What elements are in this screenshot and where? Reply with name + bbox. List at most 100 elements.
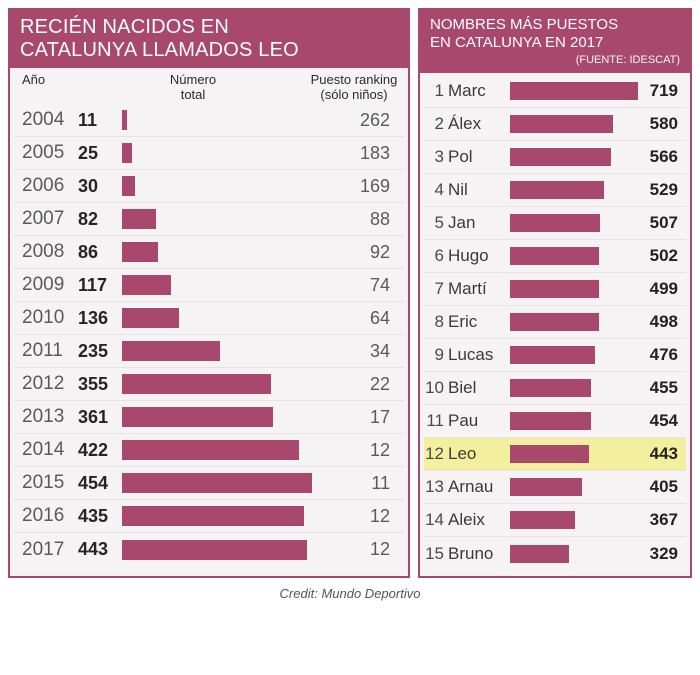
rank-index: 12 — [424, 444, 446, 464]
year-cell: 2011 — [14, 340, 78, 362]
col-rank: Puesto ranking (sólo niños) — [306, 72, 402, 102]
right-source: (FUENTE: IDESCAT) — [430, 54, 680, 67]
bar-cell — [120, 209, 332, 229]
ranking-row: 14Aleix367 — [424, 504, 686, 537]
year-cell: 2008 — [14, 241, 78, 263]
total-cell: 422 — [78, 440, 120, 461]
col-year: Año — [16, 72, 80, 102]
bar-cell — [120, 341, 332, 361]
bar — [510, 313, 599, 331]
bar — [122, 407, 273, 427]
bar — [122, 143, 132, 163]
total-cell: 435 — [78, 506, 120, 527]
rank-cell: 12 — [332, 539, 404, 560]
ranking-row: 4Nil529 — [424, 174, 686, 207]
bar-cell — [506, 346, 642, 364]
value-cell: 476 — [642, 345, 686, 365]
year-cell: 2005 — [14, 142, 78, 164]
table-row: 200525183 — [14, 137, 404, 170]
bar — [510, 247, 599, 265]
total-cell: 235 — [78, 341, 120, 362]
bar — [510, 346, 595, 364]
bar — [510, 445, 589, 463]
table-row: 201643512 — [14, 500, 404, 533]
bar — [122, 176, 135, 196]
total-cell: 86 — [78, 242, 120, 263]
name-cell: Biel — [446, 378, 506, 398]
infographic-wrap: RECIÉN NACIDOS EN CATALUNYA LLAMADOS LEO… — [8, 8, 692, 578]
table-row: 201336117 — [14, 401, 404, 434]
bar-cell — [120, 242, 332, 262]
bar — [122, 308, 179, 328]
total-cell: 136 — [78, 308, 120, 329]
right-rows: 1Marc7192Álex5803Pol5664Nil5295Jan5076Hu… — [420, 73, 690, 576]
bar-cell — [506, 412, 642, 430]
value-cell: 367 — [642, 510, 686, 530]
name-cell: Eric — [446, 312, 506, 332]
rank-cell: 262 — [332, 110, 404, 131]
rank-index: 8 — [424, 312, 446, 332]
bar — [510, 412, 591, 430]
ranking-row: 8Eric498 — [424, 306, 686, 339]
year-cell: 2006 — [14, 175, 78, 197]
table-row: 2011235 34 — [14, 335, 404, 368]
name-cell: Bruno — [446, 544, 506, 564]
rank-index: 3 — [424, 147, 446, 167]
rank-cell: 169 — [332, 176, 404, 197]
bar — [510, 379, 591, 397]
bar-cell — [506, 115, 642, 133]
bar — [122, 374, 271, 394]
total-cell: 117 — [78, 275, 120, 296]
left-panel: RECIÉN NACIDOS EN CATALUNYA LLAMADOS LEO… — [8, 8, 410, 578]
bar — [510, 115, 613, 133]
table-row: 20078288 — [14, 203, 404, 236]
table-row: 201013664 — [14, 302, 404, 335]
table-row: 201235522 — [14, 368, 404, 401]
bar-cell — [120, 110, 332, 130]
value-cell: 443 — [642, 444, 686, 464]
table-row: 201545411 — [14, 467, 404, 500]
bar-cell — [506, 379, 642, 397]
table-row: 200411262 — [14, 104, 404, 137]
ranking-row: 1Marc719 — [424, 75, 686, 108]
value-cell: 502 — [642, 246, 686, 266]
year-cell: 2013 — [14, 406, 78, 428]
bar-cell — [506, 445, 642, 463]
ranking-row: 13Arnau405 — [424, 471, 686, 504]
rank-index: 6 — [424, 246, 446, 266]
year-cell: 2010 — [14, 307, 78, 329]
ranking-row: 6Hugo502 — [424, 240, 686, 273]
ranking-row: 9Lucas476 — [424, 339, 686, 372]
ranking-row: 7Martí499 — [424, 273, 686, 306]
name-cell: Aleix — [446, 510, 506, 530]
bar-cell — [506, 478, 642, 496]
year-cell: 2016 — [14, 505, 78, 527]
name-cell: Marc — [446, 81, 506, 101]
credit-text: Credit: Mundo Deportivo — [8, 586, 692, 601]
rank-index: 1 — [424, 81, 446, 101]
bar — [122, 506, 304, 526]
bar — [122, 110, 127, 130]
name-cell: Leo — [446, 444, 506, 464]
total-cell: 454 — [78, 473, 120, 494]
bar-cell — [120, 473, 332, 493]
right-header: NOMBRES MÁS PUESTOS EN CATALUNYA EN 2017… — [420, 10, 690, 73]
bar — [510, 280, 599, 298]
right-title-line1: NOMBRES MÁS PUESTOS — [430, 16, 618, 33]
ranking-row: 15Bruno329 — [424, 537, 686, 570]
year-cell: 2004 — [14, 109, 78, 131]
rank-index: 7 — [424, 279, 446, 299]
bar — [510, 148, 611, 166]
right-title-line2: EN CATALUNYA EN 2017 — [430, 34, 603, 51]
value-cell: 580 — [642, 114, 686, 134]
total-cell: 25 — [78, 143, 120, 164]
rank-cell: 34 — [332, 341, 404, 362]
total-cell: 82 — [78, 209, 120, 230]
left-title-line2: CATALUNYA LLAMADOS LEO — [20, 39, 299, 61]
year-cell: 2014 — [14, 439, 78, 461]
ranking-row: 3Pol566 — [424, 141, 686, 174]
ranking-row: 2Álex580 — [424, 108, 686, 141]
rank-cell: 92 — [332, 242, 404, 263]
rank-cell: 12 — [332, 440, 404, 461]
value-cell: 566 — [642, 147, 686, 167]
